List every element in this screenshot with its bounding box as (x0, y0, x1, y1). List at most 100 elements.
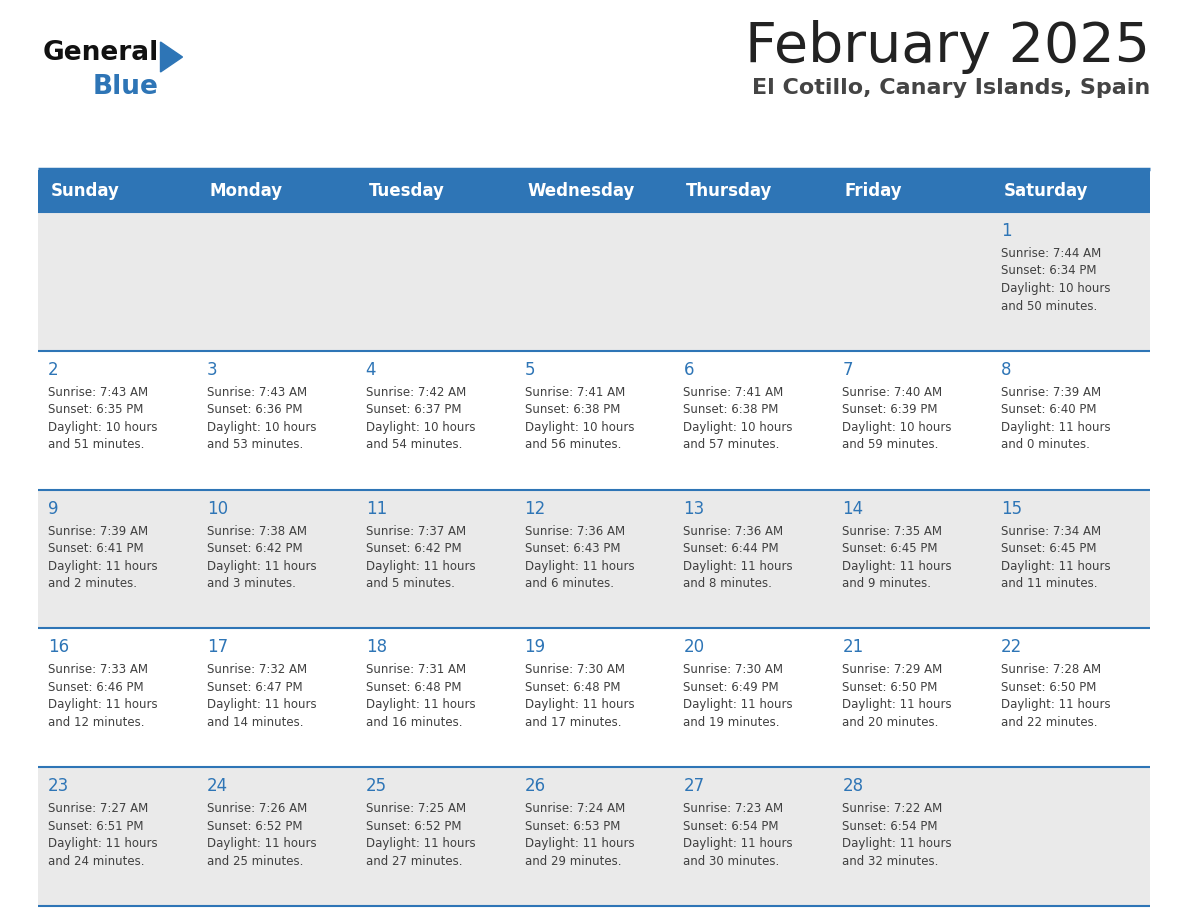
Text: Sunset: 6:35 PM: Sunset: 6:35 PM (48, 403, 144, 416)
Text: Daylight: 11 hours
and 9 minutes.: Daylight: 11 hours and 9 minutes. (842, 560, 952, 590)
Text: Sunset: 6:37 PM: Sunset: 6:37 PM (366, 403, 461, 416)
Text: 11: 11 (366, 499, 387, 518)
Text: Monday: Monday (209, 182, 283, 200)
Text: General: General (43, 40, 159, 66)
Text: Sunset: 6:51 PM: Sunset: 6:51 PM (48, 820, 144, 833)
Text: Sunrise: 7:32 AM: Sunrise: 7:32 AM (207, 664, 307, 677)
Text: 15: 15 (1001, 499, 1022, 518)
Text: Sunrise: 7:36 AM: Sunrise: 7:36 AM (525, 524, 625, 538)
Text: Daylight: 10 hours
and 56 minutes.: Daylight: 10 hours and 56 minutes. (525, 420, 634, 452)
Text: Sunset: 6:52 PM: Sunset: 6:52 PM (207, 820, 303, 833)
Text: Daylight: 11 hours
and 14 minutes.: Daylight: 11 hours and 14 minutes. (207, 699, 316, 729)
Text: Daylight: 10 hours
and 59 minutes.: Daylight: 10 hours and 59 minutes. (842, 420, 952, 452)
Text: Sunset: 6:54 PM: Sunset: 6:54 PM (842, 820, 937, 833)
Text: Sunrise: 7:24 AM: Sunrise: 7:24 AM (525, 802, 625, 815)
Text: Daylight: 11 hours
and 25 minutes.: Daylight: 11 hours and 25 minutes. (207, 837, 316, 868)
Text: 3: 3 (207, 361, 217, 379)
Text: Daylight: 10 hours
and 51 minutes.: Daylight: 10 hours and 51 minutes. (48, 420, 158, 452)
Text: Sunset: 6:42 PM: Sunset: 6:42 PM (207, 543, 303, 555)
Text: El Cotillo, Canary Islands, Spain: El Cotillo, Canary Islands, Spain (752, 78, 1150, 98)
Text: Wednesday: Wednesday (527, 182, 634, 200)
Text: 9: 9 (48, 499, 58, 518)
Text: 22: 22 (1001, 638, 1023, 656)
Text: 12: 12 (525, 499, 545, 518)
Text: 28: 28 (842, 778, 864, 795)
Text: Sunday: Sunday (51, 182, 120, 200)
Text: Daylight: 11 hours
and 11 minutes.: Daylight: 11 hours and 11 minutes. (1001, 560, 1111, 590)
Text: 19: 19 (525, 638, 545, 656)
Text: Daylight: 11 hours
and 22 minutes.: Daylight: 11 hours and 22 minutes. (1001, 699, 1111, 729)
Text: Daylight: 11 hours
and 12 minutes.: Daylight: 11 hours and 12 minutes. (48, 699, 158, 729)
Text: Daylight: 11 hours
and 27 minutes.: Daylight: 11 hours and 27 minutes. (366, 837, 475, 868)
Text: Sunrise: 7:39 AM: Sunrise: 7:39 AM (1001, 386, 1101, 398)
Text: Sunset: 6:34 PM: Sunset: 6:34 PM (1001, 264, 1097, 277)
Bar (38, 489, 1150, 629)
Text: 24: 24 (207, 778, 228, 795)
Text: Sunset: 6:49 PM: Sunset: 6:49 PM (683, 681, 779, 694)
Text: Sunset: 6:47 PM: Sunset: 6:47 PM (207, 681, 303, 694)
Text: Sunset: 6:45 PM: Sunset: 6:45 PM (1001, 543, 1097, 555)
Text: 8: 8 (1001, 361, 1012, 379)
Text: Friday: Friday (845, 182, 903, 200)
Text: Daylight: 11 hours
and 17 minutes.: Daylight: 11 hours and 17 minutes. (525, 699, 634, 729)
Bar (38, 351, 1150, 489)
Text: Sunset: 6:53 PM: Sunset: 6:53 PM (525, 820, 620, 833)
Text: Sunrise: 7:39 AM: Sunrise: 7:39 AM (48, 524, 148, 538)
Text: Sunset: 6:46 PM: Sunset: 6:46 PM (48, 681, 144, 694)
Text: Sunrise: 7:28 AM: Sunrise: 7:28 AM (1001, 664, 1101, 677)
Text: Sunrise: 7:42 AM: Sunrise: 7:42 AM (366, 386, 466, 398)
Text: February 2025: February 2025 (745, 20, 1150, 74)
Text: Daylight: 11 hours
and 29 minutes.: Daylight: 11 hours and 29 minutes. (525, 837, 634, 868)
Text: Sunrise: 7:30 AM: Sunrise: 7:30 AM (683, 664, 783, 677)
Text: Sunset: 6:45 PM: Sunset: 6:45 PM (842, 543, 937, 555)
Text: Sunrise: 7:41 AM: Sunrise: 7:41 AM (525, 386, 625, 398)
Text: Daylight: 11 hours
and 2 minutes.: Daylight: 11 hours and 2 minutes. (48, 560, 158, 590)
Text: Daylight: 11 hours
and 24 minutes.: Daylight: 11 hours and 24 minutes. (48, 837, 158, 868)
Text: 7: 7 (842, 361, 853, 379)
Text: Daylight: 10 hours
and 54 minutes.: Daylight: 10 hours and 54 minutes. (366, 420, 475, 452)
Text: Daylight: 10 hours
and 53 minutes.: Daylight: 10 hours and 53 minutes. (207, 420, 316, 452)
Text: Sunrise: 7:37 AM: Sunrise: 7:37 AM (366, 524, 466, 538)
Text: Daylight: 10 hours
and 50 minutes.: Daylight: 10 hours and 50 minutes. (1001, 282, 1111, 312)
Text: 10: 10 (207, 499, 228, 518)
Bar (38, 629, 1150, 767)
Text: Daylight: 10 hours
and 57 minutes.: Daylight: 10 hours and 57 minutes. (683, 420, 792, 452)
Text: Daylight: 11 hours
and 32 minutes.: Daylight: 11 hours and 32 minutes. (842, 837, 952, 868)
Text: Tuesday: Tuesday (368, 182, 444, 200)
Text: Sunset: 6:43 PM: Sunset: 6:43 PM (525, 543, 620, 555)
Text: Daylight: 11 hours
and 3 minutes.: Daylight: 11 hours and 3 minutes. (207, 560, 316, 590)
Text: Daylight: 11 hours
and 5 minutes.: Daylight: 11 hours and 5 minutes. (366, 560, 475, 590)
Text: Sunset: 6:36 PM: Sunset: 6:36 PM (207, 403, 303, 416)
Text: Thursday: Thursday (687, 182, 772, 200)
Text: Sunrise: 7:43 AM: Sunrise: 7:43 AM (207, 386, 307, 398)
Text: Sunset: 6:40 PM: Sunset: 6:40 PM (1001, 403, 1097, 416)
Text: Sunrise: 7:25 AM: Sunrise: 7:25 AM (366, 802, 466, 815)
Bar (38, 212, 1150, 351)
Text: Sunset: 6:48 PM: Sunset: 6:48 PM (525, 681, 620, 694)
Text: Sunrise: 7:33 AM: Sunrise: 7:33 AM (48, 664, 148, 677)
Text: Sunset: 6:48 PM: Sunset: 6:48 PM (366, 681, 461, 694)
Bar (38, 170, 1150, 212)
Text: 25: 25 (366, 778, 387, 795)
Text: Sunset: 6:54 PM: Sunset: 6:54 PM (683, 820, 779, 833)
Text: Saturday: Saturday (1004, 182, 1088, 200)
Text: Sunrise: 7:38 AM: Sunrise: 7:38 AM (207, 524, 307, 538)
Text: Sunrise: 7:41 AM: Sunrise: 7:41 AM (683, 386, 784, 398)
Text: Sunset: 6:38 PM: Sunset: 6:38 PM (525, 403, 620, 416)
Text: Sunrise: 7:26 AM: Sunrise: 7:26 AM (207, 802, 308, 815)
Text: Sunset: 6:38 PM: Sunset: 6:38 PM (683, 403, 779, 416)
Text: Daylight: 11 hours
and 6 minutes.: Daylight: 11 hours and 6 minutes. (525, 560, 634, 590)
Text: Sunset: 6:50 PM: Sunset: 6:50 PM (1001, 681, 1097, 694)
Text: Sunset: 6:50 PM: Sunset: 6:50 PM (842, 681, 937, 694)
Text: 2: 2 (48, 361, 58, 379)
Text: Sunset: 6:52 PM: Sunset: 6:52 PM (366, 820, 461, 833)
Text: Sunrise: 7:22 AM: Sunrise: 7:22 AM (842, 802, 942, 815)
Text: Sunrise: 7:36 AM: Sunrise: 7:36 AM (683, 524, 784, 538)
Text: 21: 21 (842, 638, 864, 656)
Text: 26: 26 (525, 778, 545, 795)
Text: 27: 27 (683, 778, 704, 795)
Text: 23: 23 (48, 778, 69, 795)
Text: 16: 16 (48, 638, 69, 656)
Text: Daylight: 11 hours
and 19 minutes.: Daylight: 11 hours and 19 minutes. (683, 699, 794, 729)
Text: Daylight: 11 hours
and 16 minutes.: Daylight: 11 hours and 16 minutes. (366, 699, 475, 729)
